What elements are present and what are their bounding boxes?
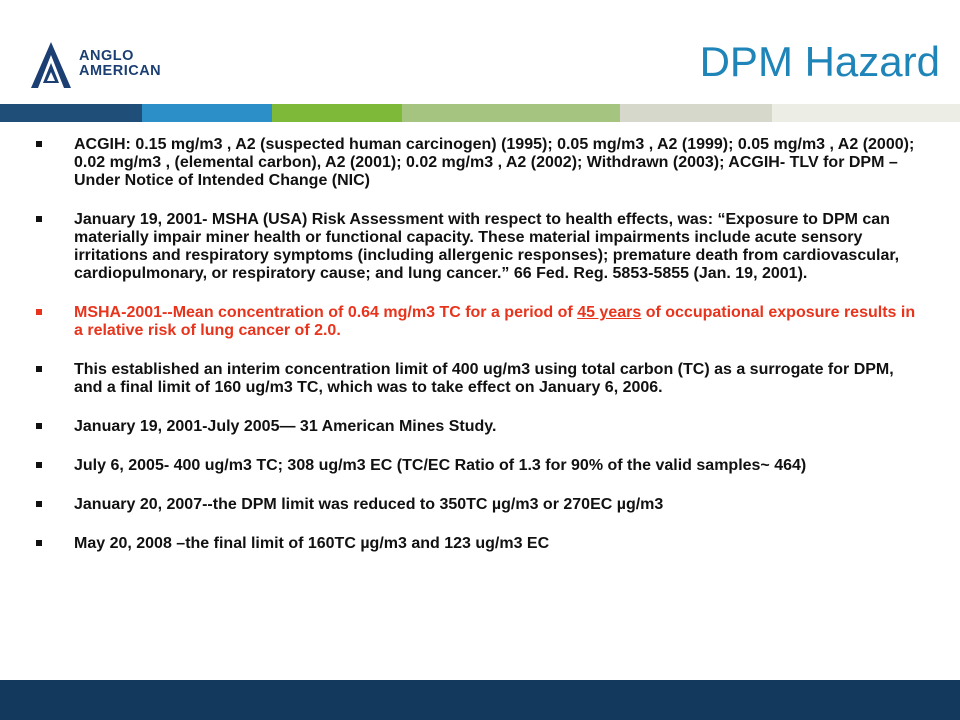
decorative-color-bar xyxy=(0,104,960,122)
square-bullet-icon xyxy=(36,423,42,429)
square-bullet-icon xyxy=(36,366,42,372)
square-bullet-icon xyxy=(36,540,42,546)
logo-line-1: ANGLO xyxy=(79,48,134,64)
bullet-july-2005-limit: July 6, 2005- 400 ug/m3 TC; 308 ug/m3 EC… xyxy=(36,457,916,475)
bullet-january-2007-limit: January 20, 2007--the DPM limit was redu… xyxy=(36,496,916,514)
slide-title: DPM Hazard xyxy=(699,38,940,85)
square-bullet-icon xyxy=(36,141,42,147)
bullet-interim-limit: This established an interim concentratio… xyxy=(36,361,916,397)
color-bar-segment-2 xyxy=(142,104,272,122)
color-bar-segment-1 xyxy=(0,104,142,122)
square-bullet-icon xyxy=(36,462,42,468)
anglo-american-logo: ANGLO AMERICAN xyxy=(30,41,190,91)
footer-bar xyxy=(0,680,960,720)
color-bar-segment-5 xyxy=(620,104,772,122)
bullet-text: ACGIH: 0.15 mg/m3 , A2 (suspected human … xyxy=(74,136,915,189)
bullet-text: January 20, 2007--the DPM limit was redu… xyxy=(74,496,664,513)
bullet-text: May 20, 2008 –the final limit of 160TC µ… xyxy=(74,535,550,552)
color-bar-segment-4 xyxy=(402,104,620,122)
bullet-text-part-1: MSHA-2001--Mean concentration of 0.64 mg… xyxy=(74,304,578,321)
underlined-duration: 45 years xyxy=(577,304,642,321)
bullet-text-part-2: of occupational exposure results in a re… xyxy=(74,304,916,339)
bullet-list: ACGIH: 0.15 mg/m3 , A2 (suspected human … xyxy=(36,136,916,574)
color-bar-segment-3 xyxy=(272,104,402,122)
square-bullet-icon xyxy=(36,309,42,315)
square-bullet-icon xyxy=(36,216,42,222)
bullet-text: July 6, 2005- 400 ug/m3 TC; 308 ug/m3 EC… xyxy=(74,457,807,474)
square-bullet-icon xyxy=(36,501,42,507)
color-bar-segment-6 xyxy=(772,104,960,122)
bullet-may-2008-limit: May 20, 2008 –the final limit of 160TC µ… xyxy=(36,535,916,553)
bullet-text: MSHA-2001--Mean concentration of 0.64 mg… xyxy=(74,304,915,339)
bullet-text: January 19, 2001-July 2005— 31 American … xyxy=(74,418,497,435)
bullet-text: This established an interim concentratio… xyxy=(74,361,894,396)
bullet-msha-2001-relative-risk: MSHA-2001--Mean concentration of 0.64 mg… xyxy=(36,304,916,340)
bullet-text: January 19, 2001- MSHA (USA) Risk Assess… xyxy=(74,211,900,282)
bullet-msha-risk-assessment: January 19, 2001- MSHA (USA) Risk Assess… xyxy=(36,211,916,283)
bullet-mines-study: January 19, 2001-July 2005— 31 American … xyxy=(36,418,916,436)
anglo-american-emblem-icon xyxy=(31,42,71,88)
bullet-acgih-history: ACGIH: 0.15 mg/m3 , A2 (suspected human … xyxy=(36,136,916,190)
logo-line-2: AMERICAN xyxy=(79,63,162,79)
